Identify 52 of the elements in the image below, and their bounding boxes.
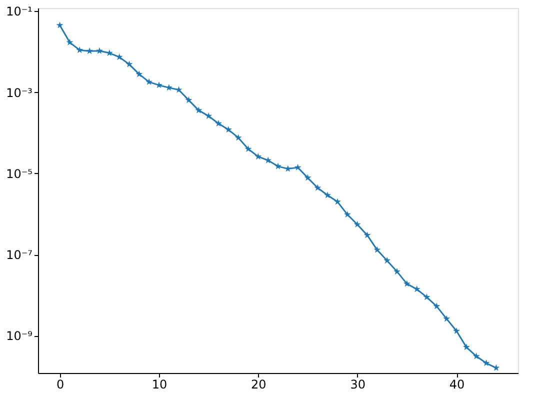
point [492, 364, 500, 371]
point [364, 231, 371, 238]
x-tick-label: 0 [56, 378, 64, 392]
point [354, 220, 361, 228]
point [374, 246, 381, 253]
x-tick-label: 20 [251, 378, 266, 392]
point [462, 343, 470, 350]
point [384, 256, 391, 264]
y-tick-label: 10⁻¹ [6, 4, 33, 19]
point [205, 112, 212, 120]
point [56, 22, 64, 28]
point [334, 198, 342, 205]
point [146, 78, 153, 85]
point [234, 134, 242, 141]
point [116, 53, 123, 60]
point [403, 280, 410, 287]
point [244, 145, 252, 152]
point [314, 184, 322, 191]
point [254, 152, 262, 160]
point [433, 302, 440, 310]
point [185, 96, 192, 104]
point [126, 60, 133, 68]
y-tick-label: 10⁻³ [6, 86, 33, 100]
x-tick-label: 10 [152, 378, 168, 392]
point [413, 285, 420, 292]
point [393, 268, 401, 275]
point [304, 174, 312, 181]
point [66, 38, 74, 46]
point [175, 86, 182, 93]
point [294, 164, 302, 171]
point [324, 192, 332, 198]
point [214, 120, 222, 127]
y-tick-label: 10⁻⁵ [6, 166, 33, 181]
point [136, 70, 143, 78]
point [344, 210, 351, 218]
point [472, 352, 480, 360]
point [224, 126, 232, 133]
point [452, 327, 460, 334]
point [106, 49, 113, 56]
point [195, 106, 202, 114]
point [274, 162, 282, 170]
y-tick-label: 10⁻⁹ [6, 329, 33, 344]
point [86, 47, 94, 54]
x-tick-label: 30 [350, 378, 366, 392]
point [443, 315, 450, 322]
x-tick-label: 40 [449, 378, 465, 392]
point [76, 46, 84, 54]
point [96, 47, 104, 54]
point [423, 293, 430, 300]
point [264, 156, 272, 164]
point [482, 359, 490, 366]
y-tick-label: 10⁻⁷ [6, 248, 33, 262]
